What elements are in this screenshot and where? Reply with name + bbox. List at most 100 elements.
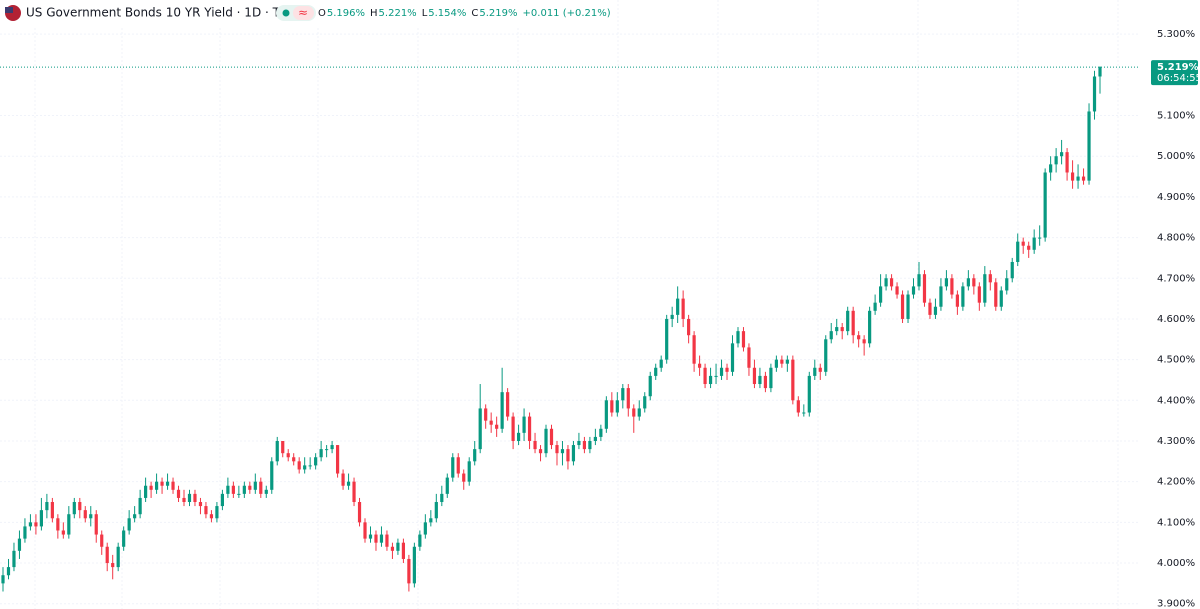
candle-body [445, 477, 449, 494]
candle-body [741, 331, 746, 348]
candle-body [253, 481, 257, 490]
candle-body [1081, 176, 1086, 181]
candle-body [659, 359, 663, 368]
candle-body [451, 457, 455, 478]
candle-body [231, 485, 235, 494]
candle-body [527, 416, 532, 441]
candle-body [1092, 76, 1097, 112]
candle-body [615, 400, 619, 413]
candle-body [687, 318, 691, 336]
legend-key: H [370, 8, 378, 19]
candle-body [1005, 278, 1009, 291]
candle-body [456, 457, 460, 474]
candle-body [100, 534, 104, 547]
candle-body [813, 367, 817, 376]
candle-body [138, 497, 142, 515]
delay-badge [293, 6, 314, 20]
candle-body [1027, 245, 1031, 250]
candle-body [621, 388, 625, 401]
legend-key: C [471, 8, 478, 19]
candle-body [955, 294, 959, 307]
y-tick-label: 5.000% [1157, 151, 1195, 162]
candle-body [774, 359, 778, 368]
candle-body [1032, 237, 1036, 250]
candle-body [165, 481, 170, 486]
candle-body [632, 408, 636, 417]
candle-body [549, 428, 554, 446]
candle-body [697, 363, 702, 368]
candle-body [703, 367, 707, 385]
candle-body [566, 449, 570, 462]
candle-body [610, 400, 614, 413]
candle-body [83, 510, 87, 519]
candle-body [12, 550, 16, 568]
candle-body [994, 282, 998, 307]
candle-body [676, 298, 680, 315]
candle-body [1, 575, 5, 584]
candle-body [922, 274, 927, 303]
candle-body [593, 436, 597, 441]
candle-body [50, 502, 54, 519]
candle-body [522, 416, 526, 433]
candle-body [714, 375, 718, 377]
candle-body [818, 367, 822, 372]
candle-body [171, 481, 175, 490]
candle-body [900, 294, 905, 319]
candle-body [407, 558, 411, 584]
candle-body [89, 514, 93, 519]
candle-body [292, 457, 296, 462]
candle-body [396, 542, 400, 551]
candle-body [160, 481, 164, 486]
candle-body [889, 278, 894, 287]
candle-body [544, 428, 548, 454]
legend-value: 5.219% [479, 8, 517, 19]
candle-body [127, 518, 131, 531]
candle-body [242, 485, 246, 494]
candle-body [39, 510, 43, 527]
candle-body [950, 278, 954, 295]
candle-body [582, 440, 587, 450]
candle-body [516, 432, 521, 441]
candle-body [873, 302, 877, 311]
candle-body [1076, 176, 1080, 181]
candle-body [385, 534, 389, 547]
legend-key: L [422, 8, 428, 19]
candle-body [665, 318, 669, 360]
legend-value: 5.221% [379, 8, 417, 19]
candle-body [423, 522, 427, 535]
y-tick-label: 4.200% [1157, 477, 1195, 488]
candle-body [555, 445, 559, 454]
candle-body [862, 339, 866, 344]
candle-body [412, 546, 416, 584]
candle-body [1087, 111, 1091, 181]
candle-body [1070, 172, 1075, 181]
y-tick-label: 5.300% [1157, 29, 1195, 40]
candle-body [182, 497, 186, 503]
candle-body [752, 367, 757, 385]
candle-body [966, 278, 970, 287]
candle-body [204, 506, 208, 515]
last-price-label: 5.219% [1157, 62, 1199, 73]
legend-key: O [318, 8, 326, 19]
candle-body [237, 493, 241, 495]
candle-body [999, 290, 1003, 307]
candle-body [911, 286, 916, 295]
candle-body [1049, 164, 1053, 173]
y-tick-label: 4.900% [1157, 192, 1195, 203]
candle-body [308, 465, 312, 467]
candle-body [604, 400, 608, 429]
candle-body [187, 493, 192, 503]
candle-body [105, 546, 109, 564]
candle-body [944, 278, 949, 287]
y-tick-label: 5.100% [1157, 111, 1195, 122]
candle-body [533, 440, 537, 450]
price-axis-bg [1140, 0, 1200, 609]
candle-body [1016, 241, 1020, 262]
candle-body [226, 485, 230, 494]
candle-body [868, 310, 872, 344]
candle-body [983, 274, 987, 303]
candle-body [1098, 67, 1102, 77]
candle-body [34, 522, 38, 527]
candle-body [829, 331, 833, 340]
